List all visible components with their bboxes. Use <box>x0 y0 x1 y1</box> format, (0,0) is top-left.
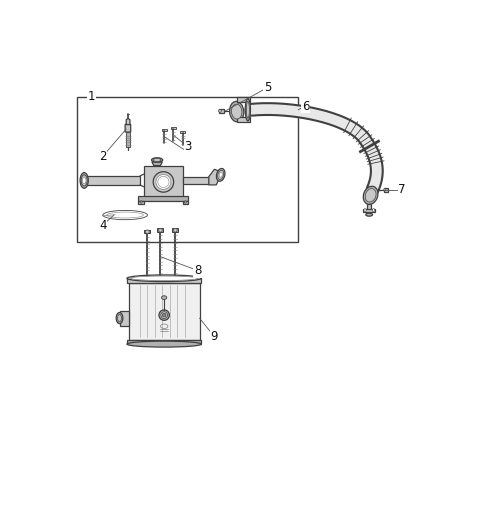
Ellipse shape <box>159 310 169 321</box>
Text: 3: 3 <box>185 140 192 154</box>
Polygon shape <box>157 228 163 232</box>
Ellipse shape <box>218 170 224 179</box>
Text: 4: 4 <box>99 219 107 231</box>
Polygon shape <box>180 131 185 133</box>
Polygon shape <box>120 311 129 326</box>
Text: 7: 7 <box>398 183 406 196</box>
Polygon shape <box>363 209 375 211</box>
Ellipse shape <box>81 175 87 186</box>
Ellipse shape <box>103 210 147 220</box>
Ellipse shape <box>364 209 366 211</box>
Polygon shape <box>237 97 250 102</box>
Ellipse shape <box>372 209 375 211</box>
Circle shape <box>145 230 149 233</box>
Polygon shape <box>127 340 202 344</box>
Polygon shape <box>144 230 150 233</box>
Ellipse shape <box>219 173 222 177</box>
Circle shape <box>384 188 386 191</box>
Ellipse shape <box>127 341 202 347</box>
Text: 6: 6 <box>302 99 309 113</box>
Circle shape <box>162 313 166 317</box>
Text: 5: 5 <box>264 81 271 94</box>
Polygon shape <box>125 123 131 132</box>
Polygon shape <box>138 201 144 203</box>
Text: 1: 1 <box>88 90 96 103</box>
Polygon shape <box>84 176 140 185</box>
Polygon shape <box>138 196 188 201</box>
Polygon shape <box>209 169 219 185</box>
Ellipse shape <box>216 168 225 181</box>
Polygon shape <box>172 228 178 232</box>
Polygon shape <box>129 283 200 340</box>
Ellipse shape <box>162 296 167 300</box>
Ellipse shape <box>156 175 171 189</box>
Ellipse shape <box>229 101 244 122</box>
Ellipse shape <box>366 213 372 216</box>
Ellipse shape <box>153 172 174 192</box>
Polygon shape <box>152 162 162 165</box>
Text: 9: 9 <box>211 330 218 343</box>
Ellipse shape <box>131 276 198 281</box>
Bar <box>126 132 130 147</box>
Bar <box>77 97 298 242</box>
Ellipse shape <box>152 158 163 162</box>
Ellipse shape <box>80 173 88 188</box>
Polygon shape <box>171 127 176 129</box>
Ellipse shape <box>83 177 86 184</box>
Ellipse shape <box>246 101 249 118</box>
Circle shape <box>218 110 221 112</box>
Polygon shape <box>162 129 167 131</box>
Circle shape <box>184 201 186 203</box>
Polygon shape <box>127 279 202 283</box>
Polygon shape <box>367 203 371 215</box>
Polygon shape <box>126 118 130 124</box>
Ellipse shape <box>154 159 161 161</box>
Ellipse shape <box>118 314 121 322</box>
Ellipse shape <box>245 99 251 121</box>
Ellipse shape <box>363 186 378 204</box>
Ellipse shape <box>365 188 376 202</box>
Polygon shape <box>237 117 250 122</box>
Ellipse shape <box>116 312 123 324</box>
Ellipse shape <box>161 312 168 318</box>
Circle shape <box>140 201 142 203</box>
Circle shape <box>173 228 177 232</box>
Polygon shape <box>183 201 188 203</box>
Ellipse shape <box>127 275 202 282</box>
Circle shape <box>158 228 162 232</box>
Text: 8: 8 <box>194 264 201 277</box>
Polygon shape <box>144 165 183 197</box>
Ellipse shape <box>231 104 242 119</box>
Polygon shape <box>219 109 224 113</box>
Polygon shape <box>384 188 388 191</box>
Text: 2: 2 <box>99 150 107 163</box>
Polygon shape <box>183 177 209 184</box>
